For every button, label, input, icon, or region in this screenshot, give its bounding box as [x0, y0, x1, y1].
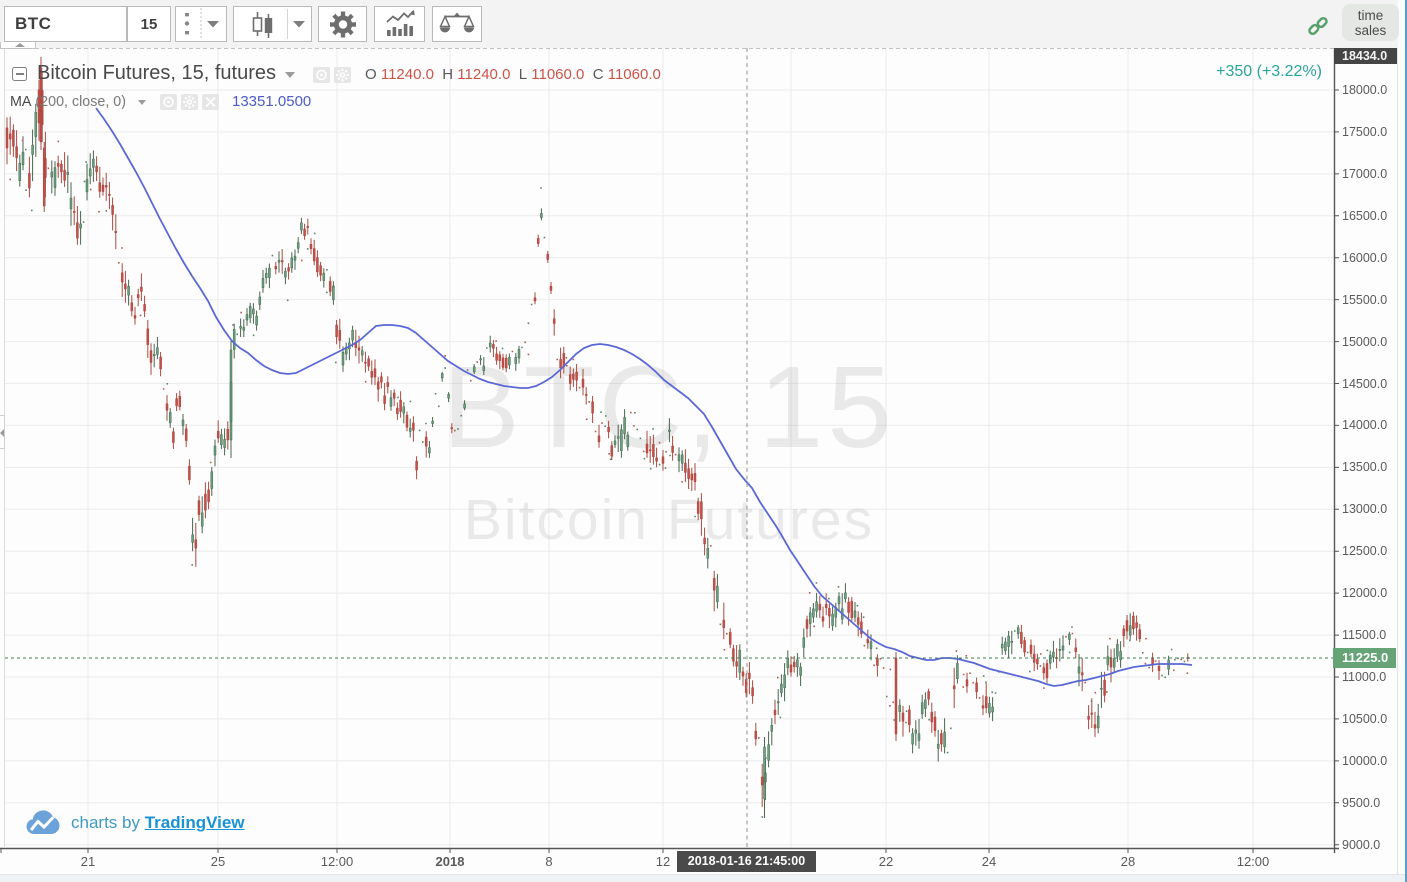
svg-text:Bitcoin Futures: Bitcoin Futures: [464, 488, 874, 552]
svg-text:BTC, 15: BTC, 15: [442, 342, 895, 472]
